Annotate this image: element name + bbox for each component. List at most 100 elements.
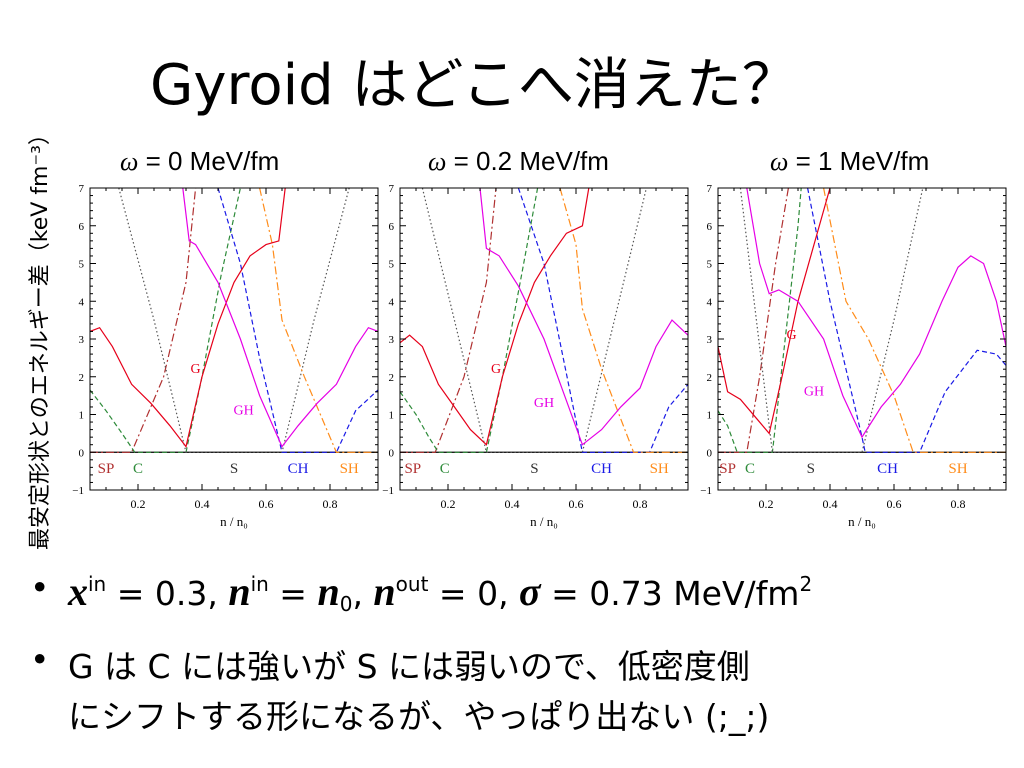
chart-panel-1: −1 0 1 2 3 4 5 6 7 0.2 0.4 0.6 0.8 n / n₀ SP C S CH SH G GH (72, 183, 379, 529)
y-tick-label: 2 (79, 372, 85, 384)
curve-label: G (191, 362, 201, 377)
series-line-sh (259, 188, 378, 453)
panel-title-3: ω = 1 MeV/fm (770, 146, 929, 177)
y-tick-label: 4 (79, 296, 85, 308)
x-tick-label: 0.8 (951, 497, 966, 511)
plot-frame (717, 187, 1007, 491)
y-tick-label: 0 (79, 447, 85, 459)
region-label: S (230, 461, 238, 477)
y-tick-label: 4 (389, 296, 395, 308)
series-line-ch (517, 188, 688, 453)
panel-title-value: = 0.2 MeV/fm (446, 146, 609, 176)
series-line-gh (182, 188, 378, 448)
y-tick-label: 6 (707, 221, 713, 233)
curve-label: GH (233, 404, 253, 419)
bullet-2-line-1: G は C には強いが S には弱いので、低密度側 (68, 647, 750, 686)
y-tick-label: 7 (707, 183, 713, 195)
x-tick-label: 0.6 (569, 497, 584, 511)
region-label: S (530, 461, 538, 477)
series-line-sp (90, 188, 197, 453)
x-tick-label: 0.6 (259, 497, 274, 511)
plot-frame (89, 187, 379, 491)
y-tick-label: 0 (707, 447, 713, 459)
omega-symbol: ω (428, 147, 447, 176)
region-label: C (440, 461, 450, 477)
region-label: SP (719, 461, 736, 477)
chart-panel-3: −1 0 1 2 3 4 5 6 7 0.2 0.4 0.6 0.8 n / n₀ SP C S CH SH G GH (700, 183, 1007, 529)
y-tick-label: 5 (389, 259, 395, 271)
y-tick-label: 6 (389, 221, 395, 233)
y-tick-label: 4 (707, 296, 713, 308)
y-tick-label: 6 (79, 221, 85, 233)
x-axis-label: n / n₀ (530, 514, 558, 529)
series-line-ch (217, 188, 378, 453)
series-line-ch (807, 188, 1006, 453)
y-tick-label: 1 (389, 410, 395, 422)
bullet-dot: • (30, 568, 50, 607)
y-tick-label: 1 (79, 410, 85, 422)
series-line-sh (559, 188, 688, 453)
series-line-c (90, 188, 241, 453)
region-label: SH (340, 461, 359, 477)
region-label: S (807, 461, 815, 477)
bullet-1-text: xin = 0.3, nin = n0, nout = 0, σ = 0.73 … (68, 569, 813, 616)
panel-title-2: ω = 0.2 MeV/fm (428, 146, 609, 177)
y-tick-label: 2 (389, 372, 395, 384)
series-line-s (118, 188, 350, 453)
panel-title-value: = 0 MeV/fm (138, 146, 280, 176)
x-tick-label: 0.2 (131, 497, 146, 511)
y-tick-label: 3 (389, 334, 395, 346)
x-tick-label: 0.6 (887, 497, 902, 511)
region-label: CH (288, 461, 309, 477)
panel-title-value: = 1 MeV/fm (788, 146, 930, 176)
region-label: C (745, 461, 755, 477)
x-tick-label: 0.2 (441, 497, 456, 511)
series-line-g (718, 188, 831, 435)
series-line-c (400, 188, 539, 453)
curve-label: GH (534, 396, 554, 411)
curve-label: G (491, 362, 501, 377)
y-tick-label: −1 (700, 485, 712, 497)
y-tick-label: 1 (707, 410, 713, 422)
y-tick-label: 7 (79, 183, 85, 195)
x-tick-label: 0.2 (759, 497, 774, 511)
slide-title: Gyroid はどこへ消えた？ (150, 53, 798, 118)
region-label: SH (650, 461, 669, 477)
series-line-gh (479, 188, 688, 446)
region-label: CH (877, 461, 898, 477)
y-tick-label: −1 (382, 485, 394, 497)
series-line-g (400, 188, 590, 446)
region-label: SH (948, 461, 967, 477)
bullet-dot: • (30, 640, 50, 679)
y-tick-label: 3 (79, 334, 85, 346)
omega-symbol: ω (770, 147, 789, 176)
region-label: CH (591, 461, 612, 477)
series-line-sp (718, 188, 789, 453)
x-axis-label: n / n₀ (220, 514, 248, 529)
y-tick-label: 7 (389, 183, 395, 195)
series-line-sh (823, 188, 1006, 453)
x-axis-label: n / n₀ (848, 514, 876, 529)
series-line-gh (746, 188, 1006, 439)
series-line-g (90, 188, 286, 448)
x-tick-label: 0.4 (195, 497, 210, 511)
bullet-2-line-2: にシフトする形になるが、やっぱり出ない (;_;) (68, 697, 770, 736)
y-tick-label: 2 (707, 372, 713, 384)
region-label: SP (98, 461, 115, 477)
curve-label: GH (804, 385, 824, 400)
chart-panel-2: −1 0 1 2 3 4 5 6 7 0.2 0.4 0.6 0.8 n / n₀ SP C S CH SH G GH (382, 183, 689, 529)
y-axis-label: 最安定形状とのエネルギー差（keV fm⁻³） (28, 123, 53, 550)
x-tick-label: 0.8 (633, 497, 648, 511)
region-label: C (133, 461, 143, 477)
x-tick-label: 0.4 (823, 497, 838, 511)
y-tick-label: −1 (72, 485, 84, 497)
y-tick-label: 5 (707, 259, 713, 271)
x-tick-label: 0.8 (323, 497, 338, 511)
series-line-c (718, 188, 802, 453)
x-tick-label: 0.4 (505, 497, 520, 511)
y-tick-label: 3 (707, 334, 713, 346)
curve-label: G (787, 328, 797, 343)
series-line-s (421, 188, 647, 453)
y-tick-label: 5 (79, 259, 85, 271)
region-label: SP (404, 461, 421, 477)
